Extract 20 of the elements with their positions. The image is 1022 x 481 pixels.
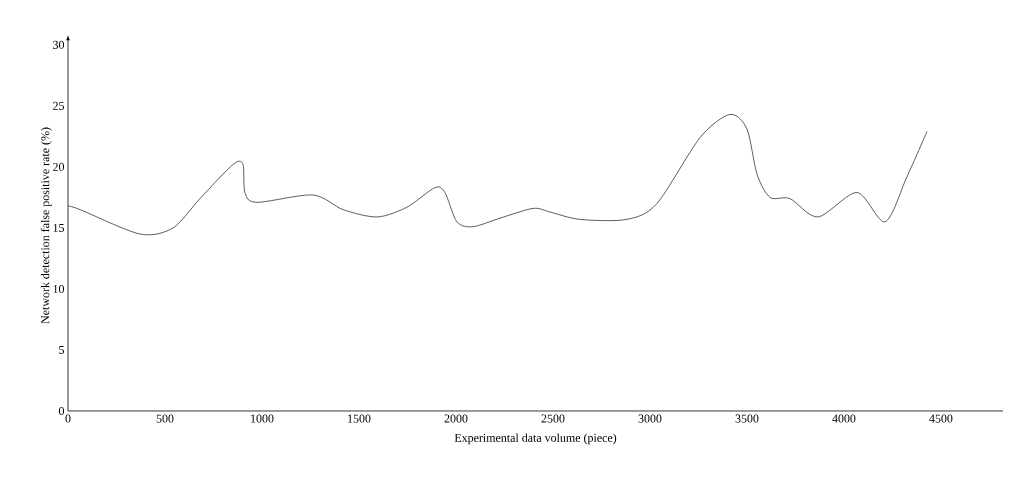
y-tick-label: 25 [53, 101, 65, 110]
x-tick-label: 3000 [638, 414, 662, 423]
x-tick-label: 3500 [735, 414, 759, 423]
y-tick-label: 15 [53, 223, 65, 232]
x-tick-label: 4500 [929, 414, 953, 423]
x-axis-title: Experimental data volume (piece) [454, 433, 617, 445]
y-tick-label: 20 [53, 162, 65, 171]
line-series [67, 114, 928, 236]
x-tick-label: 2500 [541, 414, 565, 423]
y-axis-title: Network detection false positive rate (%) [40, 127, 52, 324]
y-tick-label: 10 [53, 284, 65, 293]
y-tick-label: 5 [59, 345, 65, 354]
x-tick-label: 4000 [832, 414, 856, 423]
x-tick-label: 500 [156, 414, 174, 423]
x-tick-label: 0 [65, 414, 71, 423]
y-tick-label: 0 [58, 406, 65, 416]
x-tick-label: 1000 [251, 414, 274, 423]
y-tick-label: 30 [53, 40, 65, 49]
x-tick-label: 1500 [348, 414, 371, 423]
x-tick-label: 2000 [444, 414, 468, 423]
